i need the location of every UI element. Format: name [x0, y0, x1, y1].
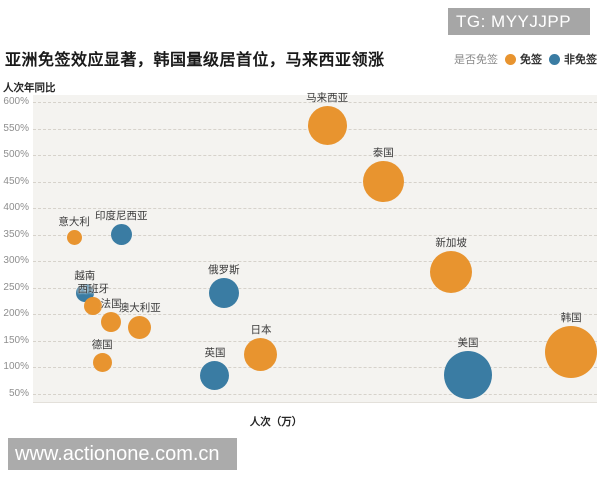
country-label: 俄罗斯: [208, 264, 240, 277]
country-label: 韩国: [560, 311, 582, 324]
gridline: [33, 155, 597, 157]
gridline: [33, 314, 597, 316]
legend-item-visa-free[interactable]: 免签: [505, 51, 542, 67]
legend-item-label: 非免签: [564, 54, 597, 66]
country-label: 法国: [100, 298, 122, 311]
chart-bubble[interactable]: [430, 250, 473, 293]
non-visa-free-dot-icon: [549, 53, 560, 65]
y-tick-label: 350%: [3, 228, 29, 240]
y-tick-label: 550%: [3, 122, 29, 134]
country-label: 美国: [457, 337, 479, 350]
gridline: [33, 340, 597, 342]
x-axis-title: 人次（万）: [249, 416, 303, 428]
chart-bubble[interactable]: [545, 325, 598, 378]
y-tick-label: 200%: [3, 308, 29, 320]
legend-item-label: 免签: [520, 54, 542, 66]
legend-title: 是否免签: [454, 54, 498, 66]
y-tick-label: 400%: [3, 202, 29, 214]
legend-item-non-visa-free[interactable]: 非免签: [549, 51, 597, 67]
country-label: 日本: [250, 323, 272, 336]
gridline: [33, 208, 597, 210]
gridline: [33, 367, 597, 369]
chart-bubble[interactable]: [101, 312, 122, 333]
chart-bubble[interactable]: [66, 229, 82, 245]
country-label: 德国: [91, 338, 113, 351]
country-label: 新加坡: [435, 236, 467, 249]
country-label: 英国: [204, 346, 226, 359]
gridline: [33, 261, 597, 263]
y-tick-label: 50%: [8, 388, 29, 399]
watermark-bottom: www.actionone.com.cn: [8, 438, 237, 470]
y-tick-label: 150%: [3, 334, 29, 346]
legend: 是否免签 免签 非免签: [454, 52, 597, 66]
chart-bubble[interactable]: [92, 352, 112, 372]
y-tick-label: 100%: [3, 361, 29, 373]
country-label: 西班牙: [77, 283, 109, 296]
gridline: [33, 287, 597, 289]
country-label: 澳大利亚: [118, 302, 161, 315]
chart-bubble[interactable]: [128, 316, 152, 340]
chart-bubble[interactable]: [362, 161, 404, 203]
chart-title: 亚洲免签效应显著，韩国量级居首位，马来西亚领涨: [5, 52, 385, 69]
country-label: 意大利: [58, 215, 90, 228]
visa-free-dot-icon: [505, 53, 516, 65]
gridline: [33, 181, 597, 183]
gridline: [33, 102, 597, 103]
chart-bubble[interactable]: [200, 360, 230, 390]
chart-bubble[interactable]: [84, 297, 103, 316]
gridline: [33, 394, 597, 395]
y-tick-label: 600%: [3, 96, 29, 107]
country-label: 越南: [74, 270, 96, 283]
country-label: 印度尼西亚: [95, 210, 148, 223]
y-tick-label: 500%: [3, 149, 29, 161]
y-tick-label: 300%: [3, 255, 29, 267]
chart-bubble[interactable]: [307, 106, 347, 146]
country-label: 马来西亚: [306, 92, 349, 105]
y-tick-label: 450%: [3, 175, 29, 187]
gridline: [33, 234, 597, 236]
chart-bubble[interactable]: [244, 337, 278, 371]
watermark-top: TG: MYYJJPP: [448, 8, 590, 35]
y-axis-title: 人次年同比: [3, 82, 56, 94]
chart-bubble[interactable]: [443, 351, 492, 400]
plot-area: 意大利 印度尼西亚越南 西班牙法国 澳大利亚德国 俄罗斯英国 日本 马来西亚泰国新加坡美国 韩…: [33, 92, 598, 403]
chart-bubble[interactable]: [110, 224, 132, 246]
chart-bubble[interactable]: [208, 278, 239, 309]
y-tick-label: 250%: [3, 281, 29, 293]
country-label: 泰国: [372, 147, 394, 160]
